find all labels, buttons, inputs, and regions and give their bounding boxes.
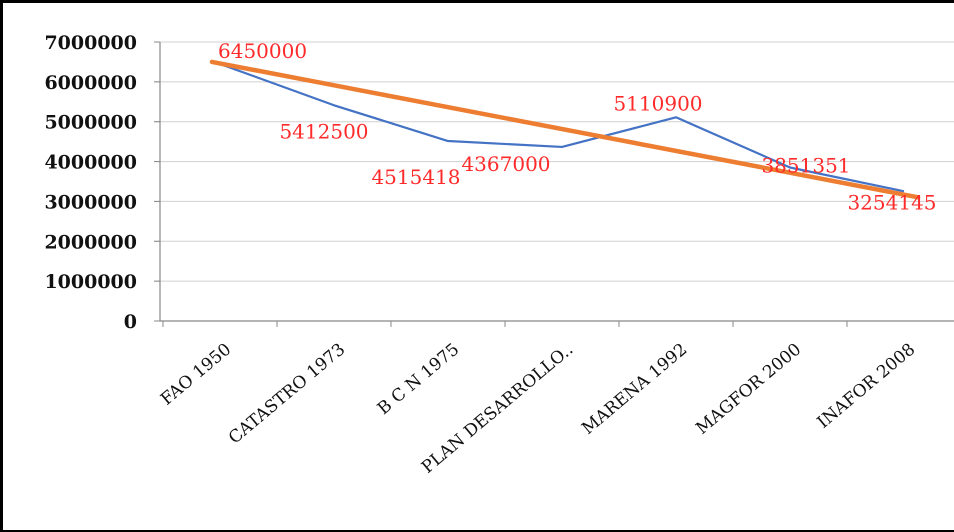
x-tick-label: INAFOR 2008 [814,340,920,433]
y-tick-label: 6000000 [44,72,137,94]
y-tick-label: 1000000 [44,271,137,293]
data-label: 3254145 [847,190,936,214]
x-tick-label: MARENA 1992 [578,340,691,439]
data-label: 4515418 [371,165,460,189]
x-tick-label: B C N 1975 [374,340,463,420]
data-label: 3851351 [761,153,850,177]
y-tick-label: 3000000 [44,191,137,213]
x-tick-label: FAO 1950 [157,340,235,410]
y-tick-label: 2000000 [44,231,137,253]
data-label: 5110900 [613,91,702,115]
x-tick-label: MAGFOR 2000 [692,340,805,439]
y-tick-label: 4000000 [44,152,137,174]
data-label: 4367000 [461,152,550,176]
data-label: 5412500 [279,119,368,143]
data-label: 6450000 [218,39,307,63]
y-tick-label: 7000000 [44,32,137,54]
x-tick-label: CATASTRO 1973 [225,340,349,449]
y-tick-label: 0 [124,311,137,333]
series-line [219,62,905,193]
trendline [209,59,921,200]
y-tick-label: 5000000 [44,112,137,134]
